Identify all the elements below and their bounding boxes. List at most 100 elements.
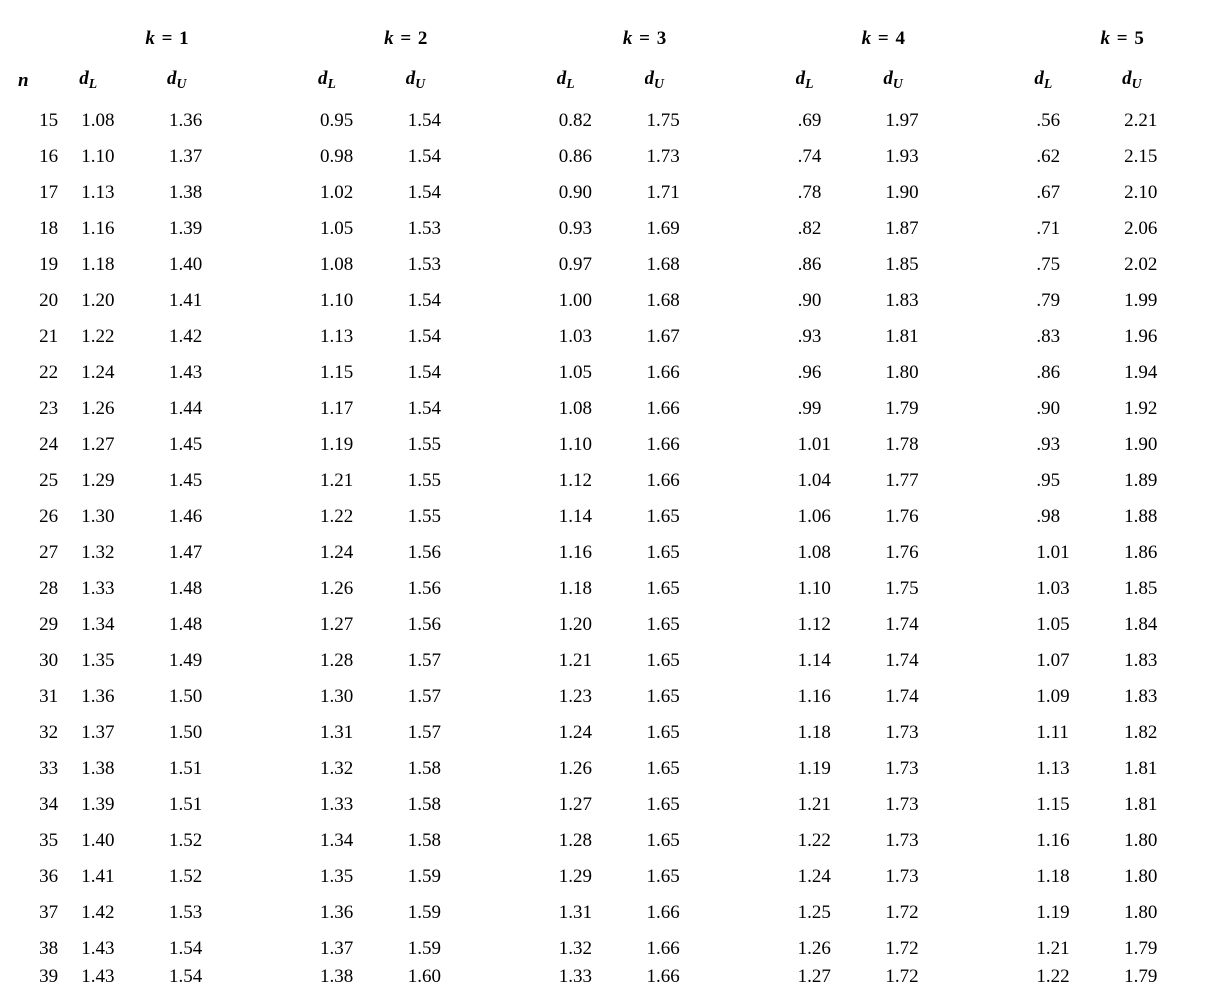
- k1-du-cell: 1.39: [167, 204, 255, 240]
- table-row: 151.081.360.951.540.821.75.691.97.562.21: [18, 96, 1210, 132]
- table-row: 311.361.501.301.571.231.651.161.741.091.…: [18, 672, 1210, 708]
- k5-du-cell: 2.06: [1122, 204, 1210, 240]
- k1-du-cell: 1.47: [167, 528, 255, 564]
- k4-du-cell: 1.72: [883, 960, 971, 994]
- k2-du-cell: 1.54: [406, 276, 494, 312]
- k5-dl-cell: 1.11: [1034, 708, 1122, 744]
- k5-du-cell: 1.83: [1122, 672, 1210, 708]
- table-row: 391.431.541.381.601.331.661.271.721.221.…: [18, 960, 1210, 994]
- k1-du-cell: 1.50: [167, 672, 255, 708]
- k5-dl-cell: .56: [1034, 96, 1122, 132]
- n-cell: 32: [18, 708, 79, 744]
- k2-du-cell: 1.55: [406, 456, 494, 492]
- k5-dl-cell: .62: [1034, 132, 1122, 168]
- k4-dl-cell: 1.04: [796, 456, 884, 492]
- k1-du-cell: 1.51: [167, 780, 255, 816]
- table-head: k = 1 k = 2 k = 3 k = 4 k = 5 n dL dU dL…: [18, 8, 1210, 96]
- k3-dl-cell: 1.05: [557, 348, 645, 384]
- table-row: 291.341.481.271.561.201.651.121.741.051.…: [18, 600, 1210, 636]
- k4-dl-cell: .93: [796, 312, 884, 348]
- k1-dl-cell: 1.37: [79, 708, 167, 744]
- k4-dl-cell: 1.25: [796, 888, 884, 924]
- dw-table: k = 1 k = 2 k = 3 k = 4 k = 5 n dL dU dL…: [18, 8, 1210, 994]
- k1-du-cell: 1.51: [167, 744, 255, 780]
- k3-du-cell: 1.65: [645, 636, 733, 672]
- k4-du-cell: 1.73: [883, 744, 971, 780]
- k4-du-cell: 1.78: [883, 420, 971, 456]
- k4-du-cell: 1.74: [883, 600, 971, 636]
- table-row: 281.331.481.261.561.181.651.101.751.031.…: [18, 564, 1210, 600]
- k1-du-cell: 1.38: [167, 168, 255, 204]
- k3-dl-cell: 1.18: [557, 564, 645, 600]
- k4-dl-cell: 1.01: [796, 420, 884, 456]
- k4-dl-cell: .99: [796, 384, 884, 420]
- k1-dl-cell: 1.22: [79, 312, 167, 348]
- k2-dl-cell: 0.95: [318, 96, 406, 132]
- k2-du-cell: 1.56: [406, 564, 494, 600]
- n-header: n: [18, 52, 79, 96]
- k1-dl-cell: 1.08: [79, 96, 167, 132]
- k5-du-cell: 1.79: [1122, 960, 1210, 994]
- k5-du-cell: 1.83: [1122, 636, 1210, 672]
- k3-dl-cell: 1.27: [557, 780, 645, 816]
- k4-du-cell: 1.79: [883, 384, 971, 420]
- table-row: 361.411.521.351.591.291.651.241.731.181.…: [18, 852, 1210, 888]
- k3-dl-cell: 1.10: [557, 420, 645, 456]
- k3-du-cell: 1.65: [645, 744, 733, 780]
- k2-dl-cell: 1.19: [318, 420, 406, 456]
- k3-dl-cell: 0.97: [557, 240, 645, 276]
- k1-du-cell: 1.52: [167, 852, 255, 888]
- k1-du-cell: 1.37: [167, 132, 255, 168]
- k4-du-cell: 1.72: [883, 888, 971, 924]
- k3-du-cell: 1.65: [645, 780, 733, 816]
- k4-dl-cell: 1.22: [796, 816, 884, 852]
- n-cell: 34: [18, 780, 79, 816]
- k1-dl-cell: 1.35: [79, 636, 167, 672]
- k5-dl-cell: 1.15: [1034, 780, 1122, 816]
- k1-du-cell: 1.42: [167, 312, 255, 348]
- k5-du-cell: 1.90: [1122, 420, 1210, 456]
- k4-dl-cell: 1.06: [796, 492, 884, 528]
- k4-dl-cell: 1.18: [796, 708, 884, 744]
- k2-dl-cell: 1.33: [318, 780, 406, 816]
- k2-du-cell: 1.53: [406, 204, 494, 240]
- n-cell: 25: [18, 456, 79, 492]
- n-cell: 28: [18, 564, 79, 600]
- k5-dl-cell: 1.18: [1034, 852, 1122, 888]
- dw-table-page: k = 1 k = 2 k = 3 k = 4 k = 5 n dL dU dL…: [0, 0, 1228, 994]
- k2-du-cell: 1.57: [406, 672, 494, 708]
- k4-du-cell: 1.73: [883, 780, 971, 816]
- table-row: 271.321.471.241.561.161.651.081.761.011.…: [18, 528, 1210, 564]
- n-cell: 30: [18, 636, 79, 672]
- k3-dl-cell: 1.20: [557, 600, 645, 636]
- n-cell: 33: [18, 744, 79, 780]
- k5-dl-cell: 1.03: [1034, 564, 1122, 600]
- k4-du-cell: 1.76: [883, 528, 971, 564]
- k3-du-cell: 1.68: [645, 276, 733, 312]
- k2-du-cell: 1.54: [406, 132, 494, 168]
- k3-du-cell: 1.68: [645, 240, 733, 276]
- k5-dl-cell: 1.21: [1034, 924, 1122, 960]
- k3-du-cell: 1.65: [645, 852, 733, 888]
- table-row: 231.261.441.171.541.081.66.991.79.901.92: [18, 384, 1210, 420]
- k3-du-cell: 1.66: [645, 348, 733, 384]
- k4-dl-cell: 1.26: [796, 924, 884, 960]
- k5-dl-cell: .67: [1034, 168, 1122, 204]
- k2-dl-cell: 1.26: [318, 564, 406, 600]
- k4-dl-cell: .69: [796, 96, 884, 132]
- k2-dl-cell: 1.34: [318, 816, 406, 852]
- k1-dl-cell: 1.34: [79, 600, 167, 636]
- n-cell: 22: [18, 348, 79, 384]
- k2-dl-cell: 1.17: [318, 384, 406, 420]
- k4-du-cell: 1.74: [883, 636, 971, 672]
- table-row: 331.381.511.321.581.261.651.191.731.131.…: [18, 744, 1210, 780]
- k5-dl-cell: .86: [1034, 348, 1122, 384]
- k1-dl-cell: 1.24: [79, 348, 167, 384]
- k4-du-cell: 1.93: [883, 132, 971, 168]
- k5-du-cell: 2.02: [1122, 240, 1210, 276]
- k1-du-cell: 1.44: [167, 384, 255, 420]
- k5-du-cell: 1.80: [1122, 888, 1210, 924]
- k4-dl-cell: .86: [796, 240, 884, 276]
- k1-header: k = 1: [79, 8, 255, 52]
- n-cell: 26: [18, 492, 79, 528]
